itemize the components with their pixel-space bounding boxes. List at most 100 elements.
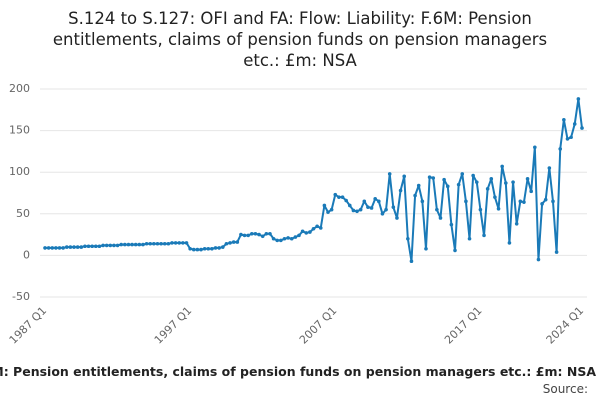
- data-point: [337, 195, 341, 199]
- data-point: [471, 173, 475, 178]
- data-point: [300, 229, 305, 234]
- data-point: [54, 246, 58, 250]
- data-point: [242, 233, 247, 238]
- data-point: [333, 192, 338, 197]
- data-point: [268, 231, 272, 236]
- x-tick-label: 1997 Q1: [152, 304, 195, 347]
- data-point: [358, 207, 363, 212]
- data-point: [366, 205, 370, 209]
- data-point: [474, 180, 479, 184]
- data-point: [355, 209, 359, 214]
- data-point: [398, 188, 403, 193]
- data-point: [543, 197, 548, 202]
- data-point: [202, 246, 207, 251]
- data-point: [308, 230, 312, 234]
- data-point: [119, 242, 123, 247]
- data-point: [442, 177, 446, 182]
- data-point: [83, 244, 87, 249]
- data-point: [456, 182, 461, 187]
- data-point: [279, 238, 283, 243]
- data-point: [46, 246, 51, 250]
- data-point: [220, 245, 225, 249]
- data-point: [275, 238, 280, 243]
- data-point: [395, 216, 399, 220]
- data-point: [438, 216, 443, 220]
- data-point: [522, 200, 526, 204]
- y-tick-label: 200: [9, 82, 30, 95]
- data-point: [435, 207, 439, 212]
- data-point: [514, 221, 519, 226]
- data-point: [152, 241, 156, 246]
- data-point: [536, 257, 541, 262]
- data-point: [217, 246, 221, 250]
- data-point: [148, 241, 153, 246]
- data-line: [45, 97, 583, 263]
- source: Source:: [543, 382, 588, 396]
- data-point: [351, 208, 356, 213]
- data-point: [580, 126, 584, 130]
- data-point: [130, 242, 134, 247]
- data-point: [482, 233, 486, 238]
- data-point: [239, 232, 243, 237]
- data-point: [493, 195, 497, 199]
- data-point: [184, 241, 189, 245]
- data-point: [210, 246, 214, 251]
- data-point: [377, 199, 381, 204]
- data-point: [104, 243, 109, 248]
- data-point: [340, 195, 345, 199]
- data-point: [126, 242, 131, 247]
- data-point: [380, 212, 385, 216]
- data-point: [318, 226, 323, 230]
- data-point: [525, 177, 530, 181]
- y-tick-label: -50: [12, 290, 30, 303]
- data-point: [504, 181, 508, 185]
- x-tick-label: 2024 Q1: [544, 304, 587, 347]
- data-point: [93, 244, 98, 249]
- data-point: [257, 232, 261, 237]
- data-point: [391, 205, 396, 209]
- data-point: [489, 177, 494, 181]
- data-point: [460, 172, 465, 176]
- data-point: [64, 245, 69, 249]
- data-point: [304, 231, 309, 235]
- data-point: [195, 247, 200, 252]
- data-point: [362, 199, 367, 204]
- data-point: [271, 236, 276, 241]
- data-point: [511, 180, 515, 184]
- data-point: [72, 245, 76, 249]
- data-point: [518, 199, 523, 204]
- data-point: [369, 206, 374, 210]
- data-point: [213, 246, 218, 250]
- data-point: [507, 241, 512, 245]
- data-point: [572, 122, 577, 126]
- data-point: [181, 241, 185, 245]
- data-point: [322, 203, 327, 208]
- x-tick-label: 2017 Q1: [442, 304, 485, 347]
- data-point: [68, 245, 73, 249]
- data-point: [529, 189, 534, 194]
- data-point: [289, 236, 294, 241]
- data-point: [326, 210, 330, 214]
- data-point: [387, 172, 392, 176]
- data-point: [409, 259, 414, 264]
- data-point: [191, 247, 196, 252]
- data-point: [246, 233, 250, 238]
- data-point: [177, 241, 182, 245]
- data-point: [282, 236, 287, 241]
- data-point: [576, 97, 581, 101]
- data-point: [406, 236, 410, 241]
- x-tick-label: 2007 Q1: [297, 304, 340, 347]
- data-point: [50, 246, 55, 250]
- data-point: [533, 145, 537, 150]
- data-point: [144, 241, 149, 246]
- data-point: [170, 241, 174, 245]
- data-point: [141, 242, 145, 247]
- data-point: [551, 199, 555, 204]
- data-point: [569, 135, 573, 140]
- data-point: [86, 244, 91, 249]
- data-point: [315, 224, 319, 229]
- data-point: [264, 231, 269, 236]
- data-point: [253, 231, 258, 236]
- data-point: [496, 207, 501, 211]
